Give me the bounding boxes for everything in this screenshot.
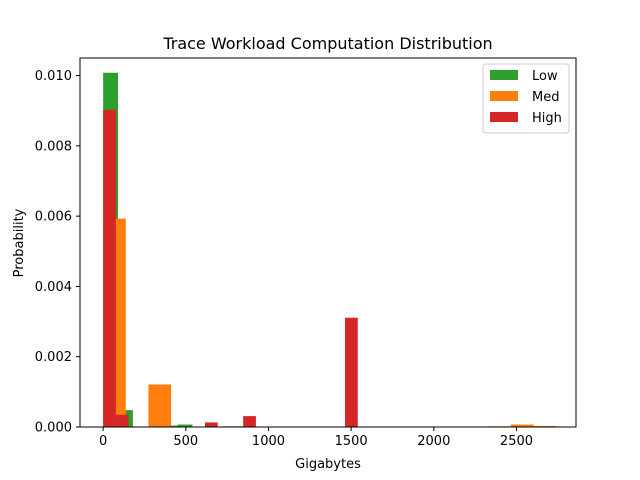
y-tick-label: 0.010 <box>35 69 72 84</box>
legend-label-high: High <box>532 111 562 126</box>
legend-swatch-med <box>490 91 518 101</box>
x-tick-label: 2000 <box>417 434 450 449</box>
y-tick-label: 0.006 <box>35 210 72 225</box>
y-tick-label: 0.002 <box>35 350 72 365</box>
bar-med-4 <box>510 424 534 427</box>
x-tick-label: 0 <box>99 434 107 449</box>
y-axis-label: Probability <box>12 208 27 277</box>
chart-title: Trace Workload Computation Distribution <box>162 34 492 53</box>
x-axis-label: Gigabytes <box>295 457 361 472</box>
legend-swatch-high <box>490 112 518 122</box>
bar-med-5 <box>533 425 557 427</box>
bar-high-1 <box>115 414 129 427</box>
x-tick-label: 1500 <box>335 434 368 449</box>
bar-med-2 <box>148 384 172 427</box>
bar-high-3 <box>243 416 256 427</box>
bar-high-4 <box>345 317 358 427</box>
x-tick-label: 1000 <box>252 434 285 449</box>
legend-label-low: Low <box>532 69 558 84</box>
y-tick-label: 0.000 <box>35 421 72 436</box>
plot-area-frame <box>79 57 577 428</box>
legend: Low Med High <box>482 63 570 134</box>
legend-label-med: Med <box>532 90 559 105</box>
x-tick-label: 500 <box>173 434 198 449</box>
y-tick-label: 0.004 <box>35 280 72 295</box>
legend-swatch-low <box>490 70 518 80</box>
bar-high-2 <box>204 422 218 427</box>
y-axis-ticks: 0.000 0.002 0.004 0.006 0.008 0.010 <box>35 69 80 436</box>
y-tick-label: 0.008 <box>35 139 72 154</box>
x-axis-ticks: 0 500 1000 1500 2000 2500 <box>99 427 533 449</box>
x-tick-label: 2500 <box>500 434 533 449</box>
bars-group <box>103 72 557 428</box>
bar-high-0 <box>103 109 116 427</box>
bar-low-3 <box>177 424 193 427</box>
